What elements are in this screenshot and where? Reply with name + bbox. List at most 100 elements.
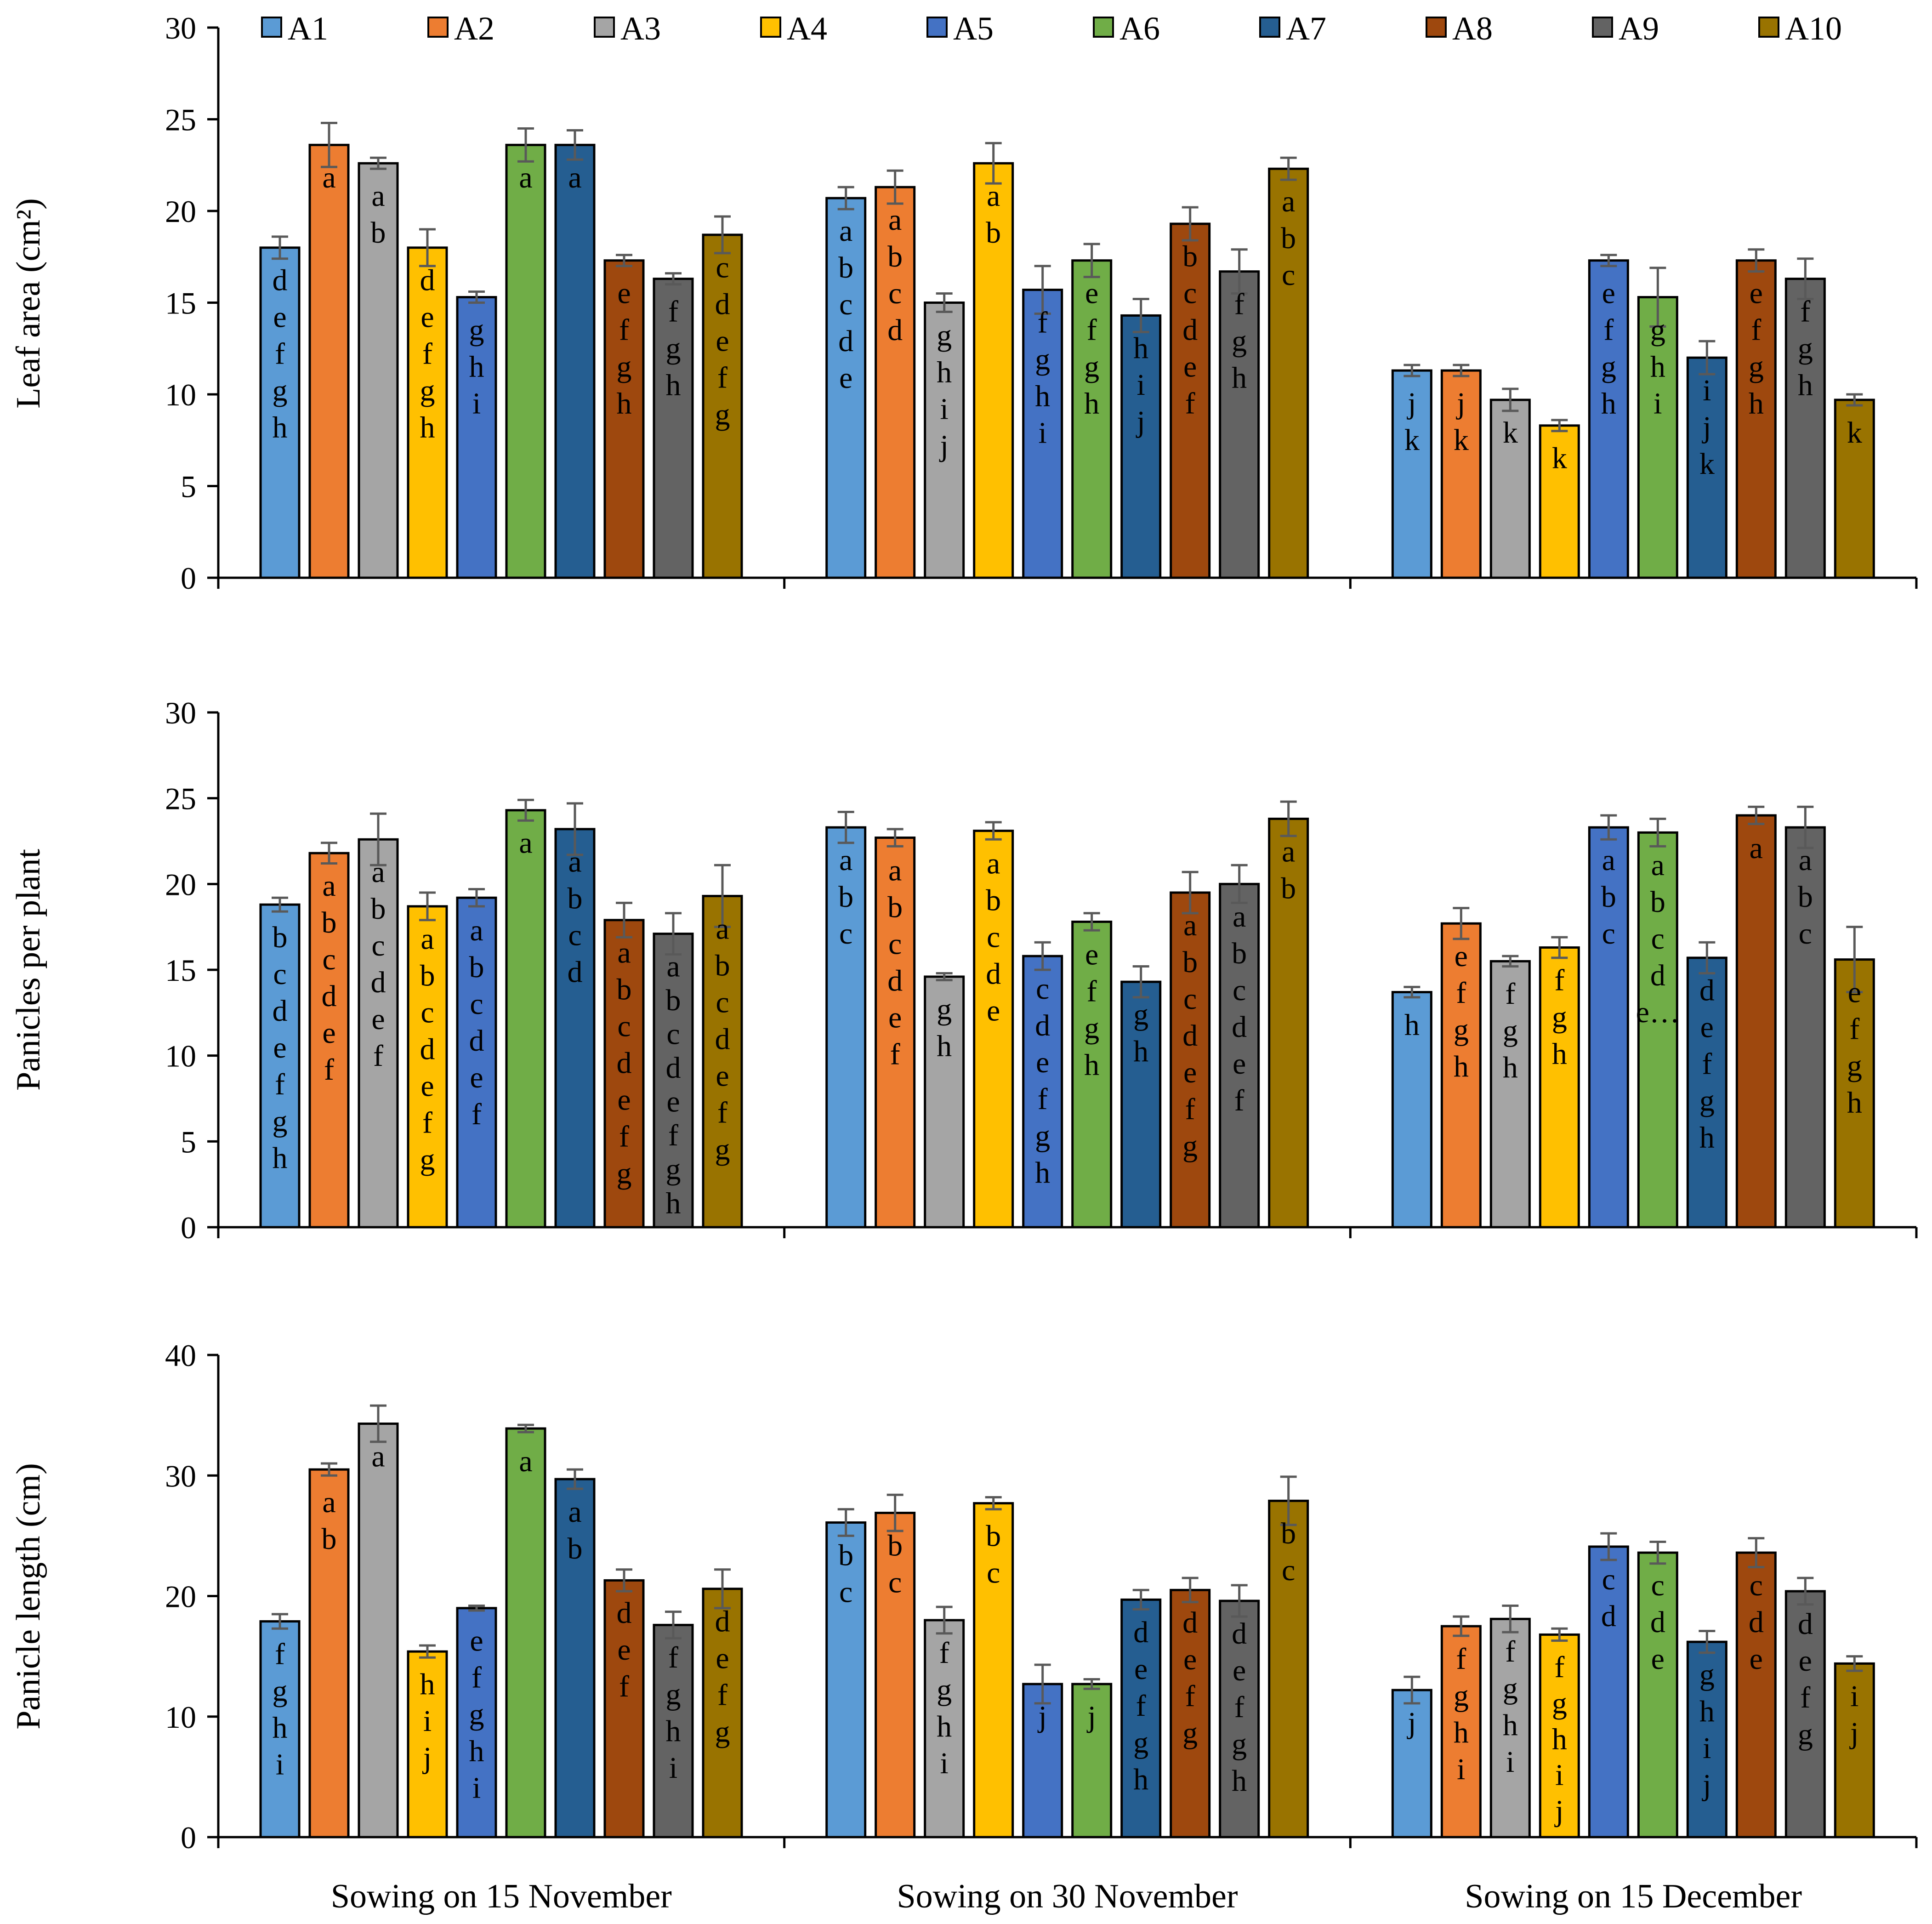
significance-letter: h — [1454, 1716, 1469, 1749]
bar-a7-sowing-on-30-november — [1120, 1598, 1162, 1839]
significance-letter: j — [1702, 410, 1711, 444]
significance-letter: f — [1456, 1642, 1466, 1676]
significance-letter: c — [839, 288, 852, 321]
bar-a10-sowing-on-15-november — [702, 1588, 743, 1839]
significance-letter: f — [1702, 1047, 1712, 1081]
significance-letter: e — [1700, 1011, 1714, 1044]
significance-letter: e — [666, 1085, 680, 1119]
bar-a6-sowing-on-15-december — [1637, 296, 1678, 579]
significance-letter: i — [276, 1748, 284, 1781]
significance-letter: f — [1234, 1084, 1244, 1117]
significance-letter: a — [1183, 909, 1197, 942]
legend-label-a10: A10 — [1785, 10, 1842, 47]
bar-a8-sowing-on-15-november — [603, 259, 645, 579]
significance-letter: h — [1133, 1763, 1148, 1796]
significance-letter: c — [888, 927, 902, 961]
significance-letter: e… — [1636, 996, 1680, 1029]
bar-a2-sowing-on-15-november — [308, 852, 350, 1229]
significance-letter: g — [937, 319, 952, 352]
significance-letter: b — [1232, 937, 1247, 970]
significance-letter: i — [472, 1771, 481, 1805]
significance-letter: f — [1087, 313, 1097, 347]
significance-letter: g — [1699, 1658, 1715, 1691]
significance-letter: b — [469, 951, 484, 984]
significance-letter: e — [1183, 1643, 1197, 1676]
significance-letter: k — [1699, 447, 1715, 481]
significance-letter: d — [1749, 1605, 1764, 1639]
significance-letter: j — [1136, 405, 1145, 438]
significance-letter: g — [666, 1153, 681, 1186]
significance-letter: b — [322, 1522, 337, 1556]
y-tick-label: 20 — [165, 1579, 196, 1614]
bar-a10-sowing-on-30-november — [1268, 1499, 1309, 1839]
y-tick-label: 30 — [165, 695, 196, 730]
y-tick-label: 25 — [165, 102, 196, 137]
bar-a6-sowing-on-15-december — [1637, 831, 1678, 1229]
significance-letter: c — [1036, 972, 1049, 1006]
significance-letter: i — [1703, 374, 1711, 407]
significance-letter: g — [666, 1678, 681, 1711]
significance-letter: h — [273, 1141, 288, 1175]
significance-letter: b — [1798, 880, 1813, 914]
significance-letter: h — [1084, 1048, 1099, 1082]
significance-letter: h — [1552, 1037, 1567, 1070]
significance-letter: d — [469, 1024, 484, 1058]
significance-letter: j — [1456, 387, 1465, 420]
significance-letter: c — [1183, 277, 1197, 310]
significance-letter: b — [1182, 240, 1198, 273]
y-tick-label: 10 — [165, 1039, 196, 1074]
significance-letter: e — [420, 301, 434, 334]
y-axis-label: Panicles per plant — [10, 849, 47, 1091]
significance-letter: e — [1750, 1642, 1763, 1676]
significance-letter: g — [273, 1674, 288, 1708]
significance-letter: e — [273, 1031, 286, 1064]
significance-letter: f — [939, 1636, 949, 1670]
bar-a6-sowing-on-30-november — [1071, 1683, 1113, 1839]
significance-letter: j — [1407, 387, 1416, 420]
significance-letter: a — [322, 161, 335, 194]
bar-a9-sowing-on-15-december — [1784, 1590, 1826, 1839]
y-tick-label: 10 — [165, 377, 196, 412]
significance-letter: g — [1182, 1716, 1198, 1750]
significance-letter: g — [420, 374, 435, 408]
significance-letter: k — [1454, 423, 1469, 457]
significance-letter: g — [1699, 1084, 1715, 1118]
legend-label-a9: A9 — [1619, 10, 1659, 47]
significance-letter: h — [937, 355, 952, 389]
significance-letter: g — [1232, 324, 1247, 358]
significance-letter: b — [986, 1519, 1001, 1553]
significance-letter: a — [1602, 843, 1615, 877]
significance-letter: a — [568, 161, 581, 194]
bar-a2-sowing-on-15-december — [1440, 369, 1482, 579]
significance-letter: f — [472, 1098, 482, 1131]
significance-letter: i — [1457, 1753, 1465, 1786]
significance-letter: e — [617, 277, 631, 310]
bar-a5-sowing-on-15-december — [1588, 259, 1629, 579]
significance-letter: a — [987, 179, 1000, 213]
significance-letter: d — [986, 957, 1001, 990]
significance-letter: j — [422, 1741, 432, 1775]
significance-letter: e — [716, 1642, 729, 1675]
significance-letter: h — [273, 1711, 288, 1744]
significance-letter: f — [472, 1661, 482, 1695]
significance-letter: f — [1751, 313, 1761, 347]
significance-letter: e — [888, 1001, 902, 1034]
significance-letter: g — [1232, 1727, 1247, 1761]
significance-letter: b — [986, 216, 1001, 250]
significance-letter: c — [666, 1018, 680, 1051]
significance-letter: h — [1601, 387, 1616, 421]
bar-a4-sowing-on-15-november — [407, 905, 448, 1229]
significance-letter: d — [371, 966, 386, 999]
significance-letter: f — [1554, 1651, 1564, 1684]
significance-letter: a — [839, 214, 852, 248]
bar-a9-sowing-on-30-november — [1219, 1600, 1260, 1839]
significance-letter: a — [1282, 185, 1295, 218]
significance-letter: k — [1404, 423, 1420, 457]
significance-letter: d — [617, 1596, 632, 1630]
significance-letter: b — [1182, 945, 1198, 979]
significance-letter: h — [1454, 1050, 1469, 1083]
significance-letter: h — [1232, 1764, 1247, 1798]
bar-a7-sowing-on-15-november — [554, 143, 596, 579]
significance-letter: f — [1038, 306, 1048, 339]
significance-letter: g — [1454, 1679, 1469, 1713]
